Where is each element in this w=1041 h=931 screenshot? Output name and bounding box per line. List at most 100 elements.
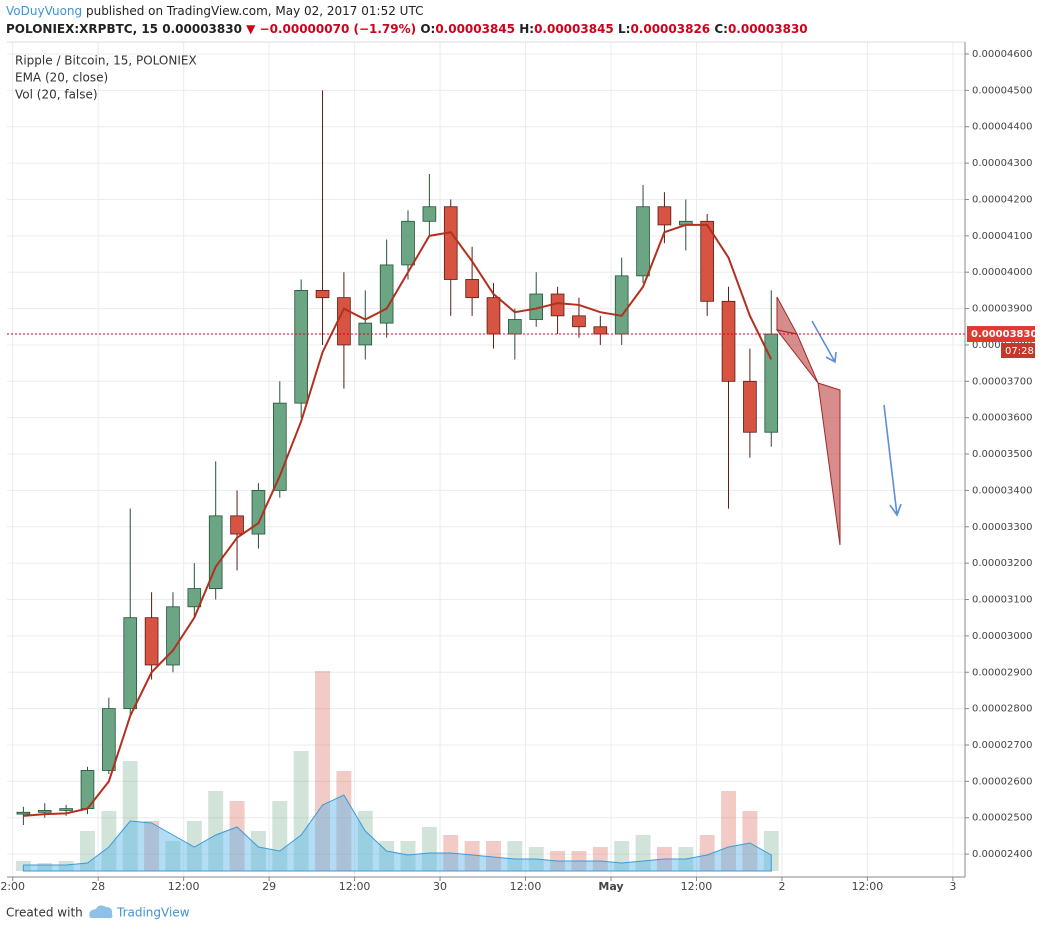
y-tick-label: 0.00002700 [972, 740, 1032, 751]
countdown: 07:28 [1005, 346, 1034, 357]
volume-ma-area [22, 794, 772, 872]
volume-bar [421, 827, 437, 871]
volume-bar [101, 811, 117, 871]
x-tick-label: 12:00 [681, 880, 713, 893]
open: 0.00003845 [435, 22, 516, 36]
y-tick-label: 0.00003700 [972, 376, 1032, 387]
brand[interactable]: TradingView [116, 906, 190, 920]
publish-line: VoDuyVuong published on TradingView.com,… [6, 4, 423, 18]
candle-body [572, 315, 586, 328]
volume-bar [58, 861, 74, 871]
y-tick-label: 0.00002400 [972, 849, 1032, 860]
x-tick-label: 12:00 [852, 880, 884, 893]
ema-line [23, 223, 773, 817]
arrow [811, 320, 837, 364]
volume-bar [336, 771, 352, 871]
projection [775, 296, 841, 546]
countdown-box [1001, 343, 1035, 359]
l-label: L: [617, 22, 631, 36]
y-tick-label: 0.00004500 [972, 85, 1032, 96]
y-tick-label: 0.00002600 [972, 776, 1032, 787]
price-label-box [967, 326, 1035, 343]
y-tick-label: 0.00004300 [972, 158, 1032, 169]
x-tick-label: 3 [949, 880, 956, 893]
candle-body [486, 297, 501, 335]
candle-body [187, 588, 202, 608]
volume-bar [379, 841, 395, 871]
candle-body [657, 206, 672, 226]
volume-bar [400, 841, 416, 871]
y-tick-label: 0.00004400 [972, 122, 1032, 133]
created-with: Created with [6, 906, 83, 920]
volume-bar [315, 671, 331, 871]
o-label: O: [420, 22, 436, 36]
c-label: C: [714, 22, 728, 36]
volume-bar [721, 791, 737, 871]
last: 0.00003830 [162, 22, 242, 36]
candle-body [401, 220, 415, 266]
candle-body [294, 289, 308, 404]
y-tick-label: 0.00003200 [972, 558, 1032, 569]
volume-bar [357, 811, 373, 871]
candle-body [636, 206, 650, 277]
candle-body [59, 808, 73, 811]
y-tick-label: 0.00004100 [972, 231, 1032, 242]
y-tick-label: 0.00004200 [972, 194, 1032, 205]
candle-body [508, 319, 522, 335]
h-label: H: [519, 22, 535, 36]
candle-body [337, 297, 351, 346]
volume-bar [614, 841, 630, 871]
y-tick-label: 0.00004600 [972, 49, 1032, 60]
y-tick-label: 0.00003400 [972, 485, 1032, 496]
candle-body [37, 810, 52, 813]
y-tick-label: 0.00003100 [972, 595, 1032, 606]
x-tick-label: 2:00 [0, 880, 25, 893]
close: 0.00003830 [727, 22, 808, 36]
volume-bar [293, 751, 309, 871]
y-tick-label: 0.00004000 [972, 267, 1032, 278]
candle-body [16, 811, 31, 815]
candle-body [443, 206, 458, 280]
volume-bar [165, 841, 181, 871]
volume-bar [208, 791, 224, 871]
x-tick-label: 12:00 [510, 880, 542, 893]
y-tick-label: 0.00003000 [972, 631, 1032, 642]
change: ▼ −0.00000070 (−1.79%) [246, 22, 417, 36]
x-tick-label: 28 [91, 880, 105, 893]
arrows [811, 320, 902, 517]
candle-body [102, 708, 116, 771]
volume-bar [486, 841, 501, 871]
x-tick-label: 30 [433, 880, 447, 893]
volume-bar [742, 811, 758, 871]
legend-vol: Vol (20, false) [15, 88, 98, 102]
x-tick-label: 12:00 [168, 880, 200, 893]
quote-line: POLONIEX:XRPBTC, 15 0.00003830 ▼ −0.0000… [6, 22, 808, 36]
candle-body [251, 490, 266, 535]
author[interactable]: VoDuyVuong [6, 4, 83, 18]
candle-body [315, 289, 330, 299]
projection-shape [817, 382, 841, 546]
legend-title: Ripple / Bitcoin, 15, POLONIEX [15, 54, 197, 68]
volume-bar [37, 863, 53, 871]
published: published on TradingView.com, May 02, 20… [85, 4, 424, 18]
symbol: POLONIEX:XRPBTC, 15 [6, 22, 159, 36]
volume-bar [186, 821, 202, 871]
volume-bar [635, 835, 651, 871]
volume-bar [122, 761, 138, 871]
volume-bar [699, 835, 715, 871]
volume-bar [763, 831, 779, 871]
volume-bar [250, 831, 266, 871]
logo [89, 905, 113, 919]
volume-bar [229, 801, 245, 871]
volume-bar [507, 841, 523, 871]
volume-bar [464, 841, 480, 871]
projection-shape [775, 329, 819, 384]
candle-body [379, 264, 394, 324]
candle-body [700, 220, 714, 302]
candle-body [593, 326, 608, 335]
high: 0.00003845 [534, 22, 614, 36]
x-tick-label: May [598, 880, 623, 893]
candle-body [465, 279, 479, 299]
candle-body [144, 617, 159, 666]
volume-bar [592, 847, 608, 871]
